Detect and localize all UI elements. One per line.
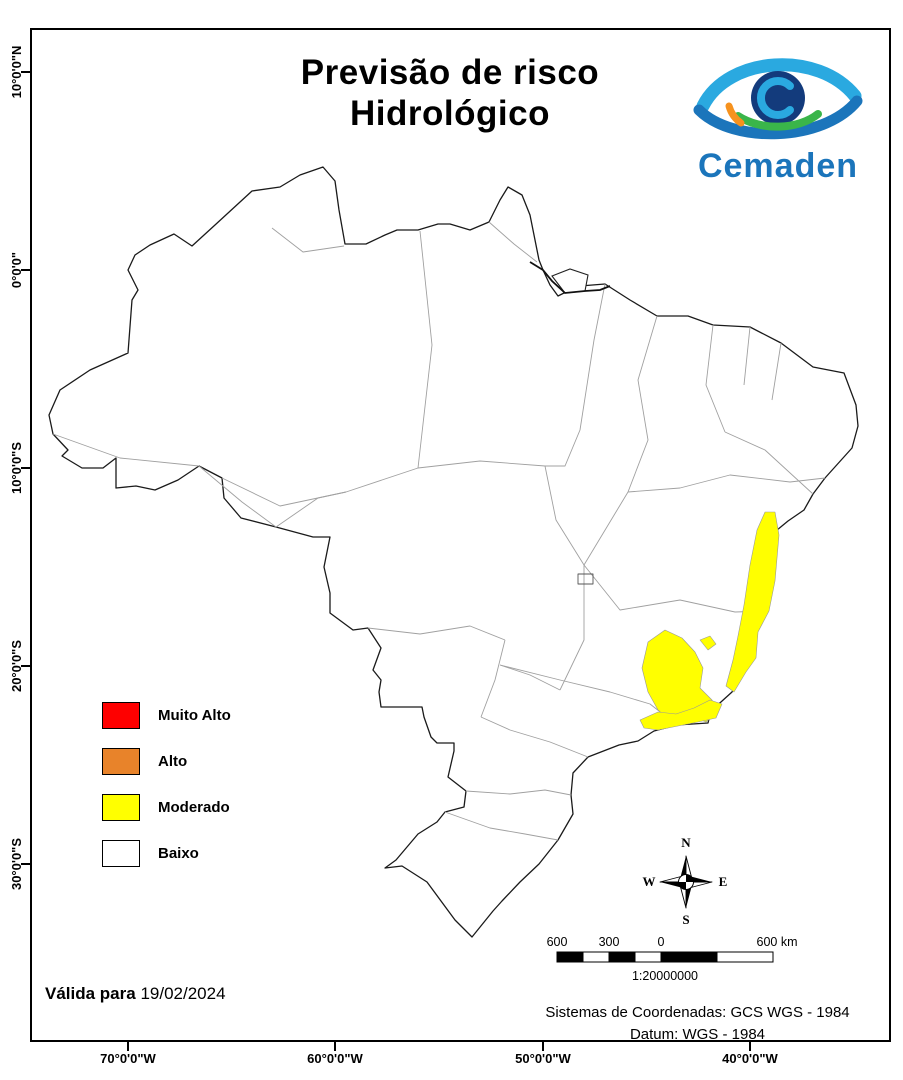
cemaden-eye-icon [693, 58, 863, 140]
scale-label-600-left: 600 [547, 935, 568, 949]
lat-tick [21, 269, 32, 271]
risk-region-rio-coast [639, 699, 723, 731]
lon-label-70w: 70°0'0"W [100, 1051, 156, 1066]
cemaden-logo: Cemaden [682, 46, 874, 186]
scale-label-300: 300 [599, 935, 620, 949]
coordinate-system-note: Sistemas de Coordenadas: GCS WGS - 1984 … [505, 1002, 890, 1046]
compass-rose-icon: N E S W [643, 835, 728, 927]
compass-s: S [682, 912, 689, 927]
legend-item-muito-alto: Muito Alto [102, 702, 231, 729]
legend-item-moderado: Moderado [102, 794, 231, 821]
legend-label-baixo: Baixo [158, 845, 199, 862]
amazon-delta [529, 261, 611, 294]
legend-label-muito-alto: Muito Alto [158, 707, 231, 724]
lat-tick [21, 863, 32, 865]
validity-date: 19/02/2024 [140, 984, 226, 1003]
title-line2: Hidrológico [350, 94, 550, 134]
legend-item-alto: Alto [102, 748, 231, 775]
validity-prefix: Válida para [45, 984, 136, 1003]
lon-tick [334, 1040, 336, 1051]
scale-bar-segments [556, 951, 774, 963]
page-title: Previsão de risco Hidrológico [170, 52, 730, 135]
lat-label-0: 0°0'0" [9, 251, 24, 289]
legend-swatch-baixo [102, 840, 140, 867]
distrito-federal-boundary [577, 573, 594, 585]
lat-label-30s: 30°0'0"S [9, 837, 24, 891]
legend-label-alto: Alto [158, 753, 188, 770]
risk-region-spot [699, 635, 717, 651]
lat-tick [21, 665, 32, 667]
scale-ratio: 1:20000000 [632, 969, 698, 983]
lon-tick [542, 1040, 544, 1051]
compass-e: E [719, 874, 728, 889]
lat-label-10n: 10°0'0"N [9, 45, 24, 99]
lon-tick [127, 1040, 129, 1051]
datum-line: Datum: WGS - 1984 [629, 1025, 766, 1043]
risk-legend: Muito Alto Alto Moderado Baixo [102, 702, 231, 886]
validity-note: Válida para 19/02/2024 [45, 984, 226, 1004]
lon-tick [749, 1040, 751, 1051]
compass-w: W [643, 874, 656, 889]
legend-swatch-alto [102, 748, 140, 775]
cemaden-logo-text: Cemaden [697, 147, 859, 185]
lon-label-60w: 60°0'0"W [307, 1051, 363, 1066]
legend-swatch-muito-alto [102, 702, 140, 729]
risk-regions [639, 511, 780, 731]
title-line1: Previsão de risco [300, 53, 600, 92]
risk-region-coastal-strip [725, 511, 780, 693]
scale-label-600-km: 600 km [757, 935, 798, 949]
lat-tick [21, 467, 32, 469]
scale-bar: 600 300 0 600 km 1:20000000 [547, 935, 798, 983]
legend-item-baixo: Baixo [102, 840, 231, 867]
lon-label-50w: 50°0'0"W [515, 1051, 571, 1066]
lon-label-40w: 40°0'0"W [722, 1051, 778, 1066]
scale-label-0: 0 [658, 935, 665, 949]
compass-n: N [681, 835, 691, 850]
lat-tick [21, 71, 32, 73]
coordinate-system-line: Sistemas de Coordenadas: GCS WGS - 1984 [545, 1004, 850, 1021]
legend-label-moderado: Moderado [158, 799, 230, 816]
legend-swatch-moderado [102, 794, 140, 821]
lat-label-10s: 10°0'0"S [9, 441, 24, 495]
lat-label-20s: 20°0'0"S [9, 639, 24, 693]
